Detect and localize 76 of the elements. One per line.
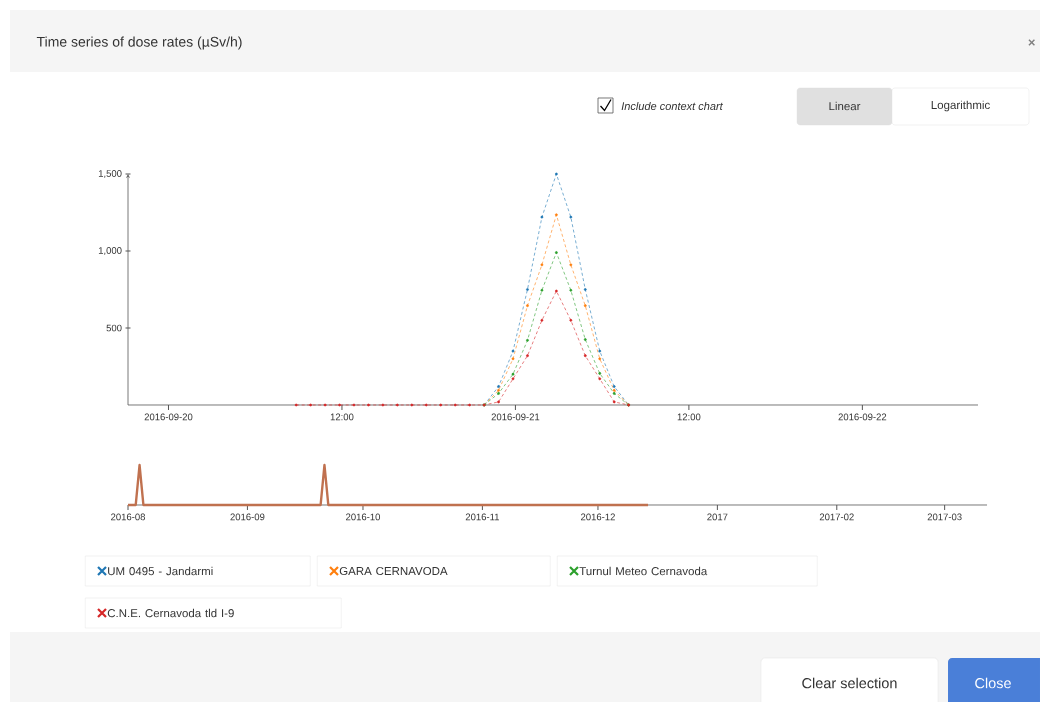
point: [526, 338, 529, 342]
point: [569, 215, 573, 219]
text: Clear selection: [802, 677, 897, 689]
point: [294, 403, 298, 407]
point: [540, 263, 544, 267]
point: [352, 403, 356, 407]
point: [554, 289, 558, 293]
point: [497, 385, 500, 388]
text: Include context chart: [621, 101, 724, 111]
chart-title: Time series of dose rates (µSv/h): [36, 36, 242, 50]
point: [554, 172, 558, 176]
point: [583, 338, 587, 341]
x-tick-label: 2016-09-20: [144, 413, 193, 421]
x-tick-label: 2016-09-21: [491, 413, 540, 421]
point: [554, 213, 558, 217]
point: [540, 215, 544, 219]
point: [554, 251, 558, 254]
y-tick-label: 1,500: [98, 170, 122, 178]
x-tick-label: 2016-11: [465, 513, 499, 521]
point: [367, 403, 370, 407]
point: [569, 263, 573, 267]
point: [540, 288, 544, 292]
x-tick-label: 2017-02: [819, 513, 854, 521]
point: [439, 403, 443, 407]
x-tick-label: 12:00: [677, 413, 701, 421]
y-tick-label: 1,000: [98, 247, 122, 255]
point: [511, 357, 515, 361]
x-tick-label: 12:00: [330, 413, 354, 421]
point: [612, 388, 616, 392]
x-tick-label: 2016-12: [581, 513, 615, 521]
point: [526, 288, 529, 291]
point: [511, 349, 515, 353]
text: Linear: [829, 101, 861, 111]
x-tick-label: 2017-03: [927, 513, 962, 521]
point: [338, 403, 341, 407]
point: [497, 400, 500, 404]
x-tick-label: 2016-10: [346, 513, 381, 521]
point: [612, 392, 616, 395]
text: Close: [975, 677, 1011, 689]
point: [497, 388, 500, 392]
point: [583, 354, 587, 358]
point: [424, 403, 428, 407]
legend-label: GARA CERNAVODA: [339, 566, 448, 576]
point: [569, 288, 573, 292]
point: [497, 392, 500, 395]
x-tick-label: 2016-09-22: [838, 413, 887, 421]
x-tick-label: 2016-08: [111, 513, 146, 521]
x-tick-label: 2016-09: [230, 513, 265, 521]
point: [569, 318, 573, 322]
point: [583, 288, 587, 291]
point: [598, 377, 602, 381]
point: [395, 403, 399, 407]
point: [526, 304, 529, 308]
point: [511, 372, 515, 376]
text: Logarithmic: [931, 100, 990, 112]
text: ×: [1028, 39, 1035, 46]
x-tick-label: 2017: [707, 513, 728, 521]
point: [453, 403, 457, 407]
legend-label: UM 0495 - Jandarmi: [108, 566, 213, 576]
point: [511, 377, 515, 381]
point: [410, 403, 414, 407]
point: [598, 357, 602, 361]
legend-label: C.N.E. Cernavoda tld I-9: [107, 608, 234, 618]
y-tick-label: 500: [106, 324, 122, 332]
point: [468, 403, 472, 407]
point: [598, 349, 602, 353]
point: [598, 372, 602, 375]
point: [526, 354, 529, 358]
point: [583, 304, 587, 308]
point: [540, 318, 544, 322]
point: [381, 403, 385, 407]
point: [612, 385, 616, 388]
legend-label: Turnul Meteo Cernavoda: [579, 566, 708, 576]
point: [612, 400, 616, 404]
point: [309, 403, 313, 407]
point: [323, 403, 327, 407]
